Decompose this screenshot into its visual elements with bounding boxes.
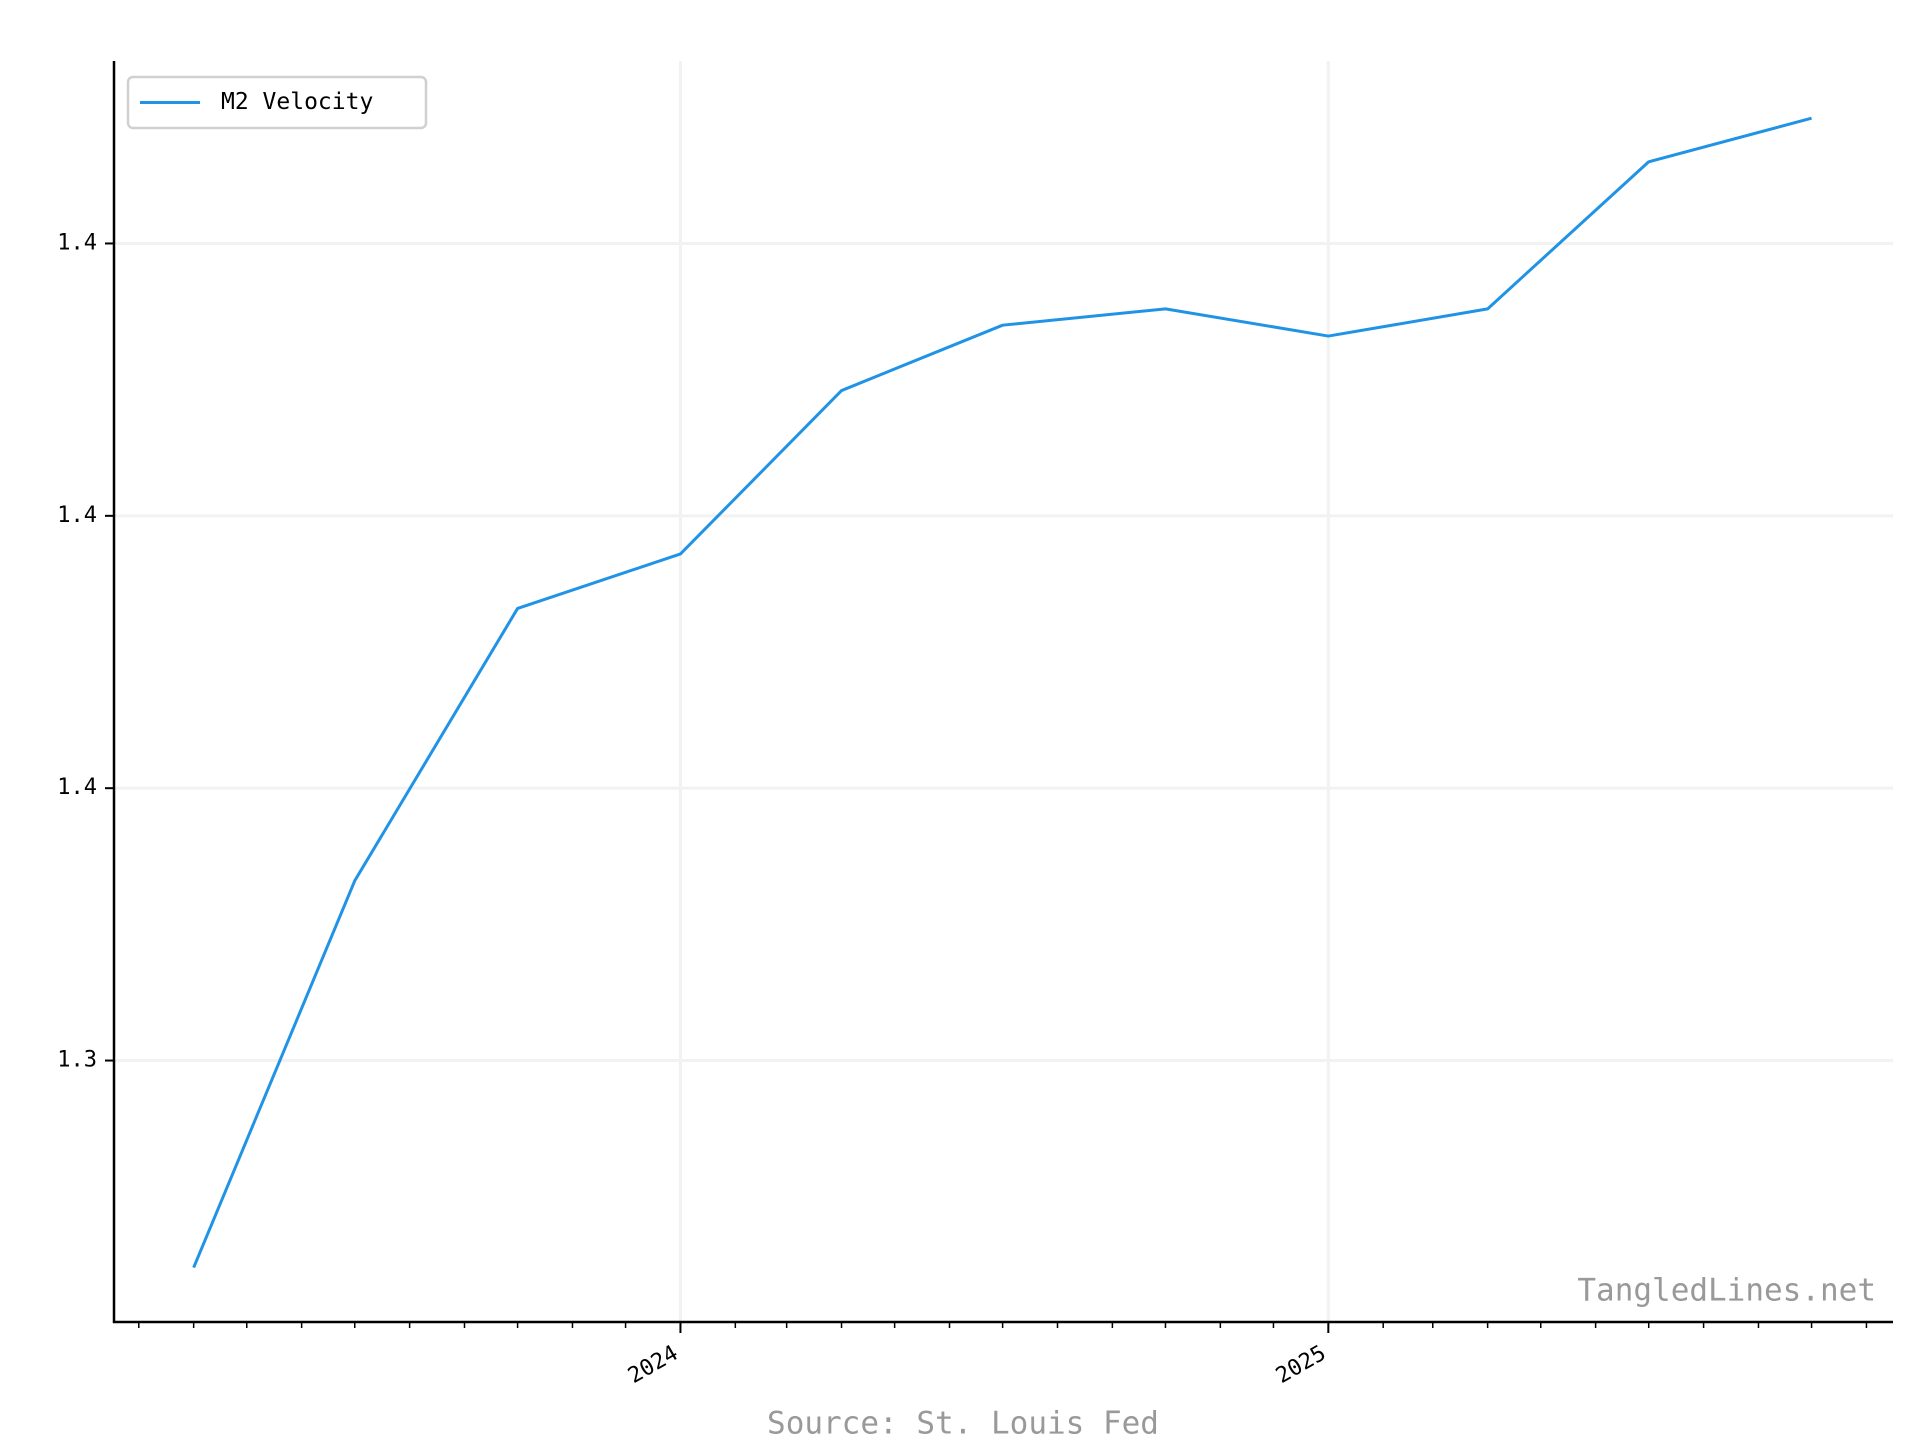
y-tick-label: 1.4 bbox=[57, 775, 97, 800]
legend-box bbox=[126, 75, 428, 130]
y-tick-label: 1.3 bbox=[57, 1048, 97, 1073]
series-line bbox=[192, 116, 1812, 1269]
source-note: Source: St. Louis Fed bbox=[767, 1406, 1159, 1440]
y-tick-label: 1.4 bbox=[57, 230, 97, 255]
legend: M2 Velocity bbox=[126, 75, 428, 130]
x-tick-label: 2025 bbox=[1272, 1341, 1330, 1389]
y-tick-label: 1.4 bbox=[57, 503, 97, 528]
legend-label: M2 Velocity bbox=[221, 89, 373, 115]
watermark: TangledLines.net bbox=[1577, 1273, 1876, 1309]
x-tick-label: 2024 bbox=[624, 1341, 682, 1389]
